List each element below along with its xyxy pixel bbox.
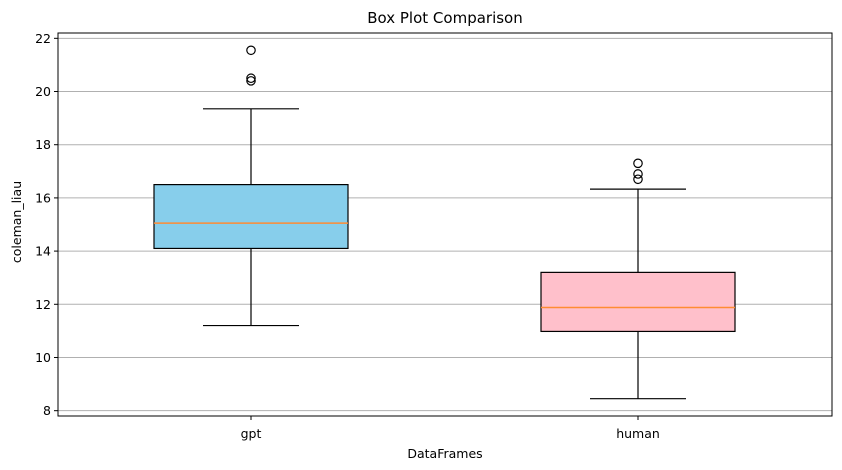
y-axis-ticks: 8 10 12 14 16 18 20 22 [35,31,58,418]
x-axis-label: DataFrames [407,446,482,461]
y-tick-label: 8 [43,403,51,418]
y-tick-label: 10 [35,350,51,365]
boxes-group [153,45,736,400]
outlier-point [246,76,256,86]
y-tick-label: 20 [35,84,51,99]
y-tick-label: 16 [35,190,51,205]
box-iqr [540,271,736,333]
outlier-point [246,73,256,84]
box-human [540,158,736,400]
y-tick-label: 14 [35,244,51,259]
box-iqr [153,184,349,250]
x-tick-label: gpt [241,426,262,441]
box-gpt [153,45,349,327]
outlier-point [246,45,256,56]
outlier-point [633,158,643,169]
x-tick-label: human [616,426,660,441]
outlier-point [633,174,643,185]
chart-title: Box Plot Comparison [367,9,523,27]
y-tick-label: 22 [35,31,51,46]
plot-area-frame [57,32,833,417]
outlier-point [633,169,643,179]
y-tick-label: 18 [35,137,51,152]
y-axis-label: coleman_liau [9,181,24,263]
y-tick-label: 12 [35,297,51,312]
x-axis-ticks: gpt human [241,416,660,441]
